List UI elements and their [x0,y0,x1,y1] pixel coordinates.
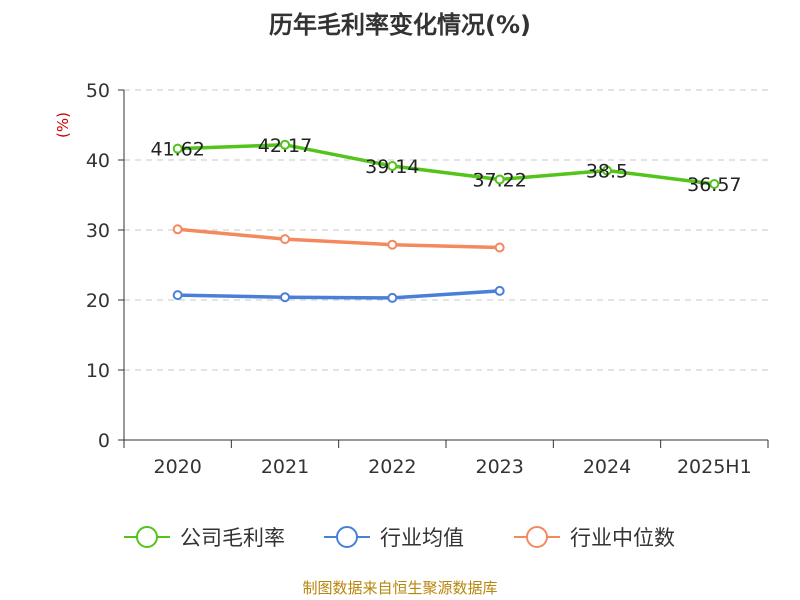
series-2-point [280,234,290,245]
series-1-point [387,292,398,303]
chart-title: 历年毛利率变化情况(%) [269,11,531,39]
series-line-0 [175,143,717,186]
series-layer [172,139,720,303]
series-0-point [494,174,505,185]
legend-label: 公司毛利率 [180,526,285,550]
legend-item-1[interactable]: 行业均值 [324,526,464,550]
y-tick-labels: 0 10 20 30 40 50 [86,80,110,452]
y-tick-label: 20 [86,290,110,312]
legend-marker-icon [336,526,358,548]
x-tick-label: 2022 [368,456,416,478]
series-2-point [494,242,505,253]
series-line-2 [175,227,502,250]
y-tick-label: 10 [86,360,110,382]
series-1-point [280,292,290,303]
data-labels: 41.62 42.17 39.14 37.22 38.5 36.57 [150,135,741,196]
series-2-point [172,224,183,235]
y-tick-label: 30 [86,220,110,242]
series-0-point [602,165,612,176]
series-0-point [172,143,183,154]
data-label: 38.5 [586,161,628,183]
series-1-point [494,285,505,296]
axes [118,89,769,448]
series-line-1 [175,289,502,300]
x-tick-label: 2020 [153,456,201,478]
legend-marker-icon [136,526,158,548]
series-1-point [172,290,183,301]
y-axis-unit: (%) [54,112,72,138]
x-tick-labels: 2020 2021 2022 2023 2024 2025H1 [153,456,751,478]
data-label: 39.14 [365,156,419,178]
data-label: 36.57 [687,174,741,196]
source-note: 制图数据来自恒生聚源数据库 [302,579,497,597]
series-2-point [387,239,398,250]
y-tick-label: 0 [98,430,110,452]
legend-item-0[interactable]: 公司毛利率 [124,526,285,550]
legend-marker-icon [526,526,548,548]
data-label: 41.62 [150,139,204,161]
legend-item-2[interactable]: 行业中位数 [514,526,675,550]
series-0-point [280,139,290,150]
x-tick-label: 2023 [475,456,523,478]
x-tick-label: 2025H1 [677,456,752,478]
legend-label: 行业均值 [380,526,464,550]
y-tick-label: 40 [86,150,110,172]
data-label: 37.22 [472,169,526,191]
y-tick-label: 50 [86,80,110,102]
x-tick-label: 2024 [583,456,631,478]
x-tick-label: 2021 [261,456,309,478]
grid-lines [124,89,768,371]
data-label: 42.17 [258,135,312,157]
series-0-point [387,161,398,172]
legend[interactable]: 公司毛利率 行业均值 行业中位数 [124,526,675,550]
legend-label: 行业中位数 [570,526,675,550]
series-0-point [709,179,720,190]
